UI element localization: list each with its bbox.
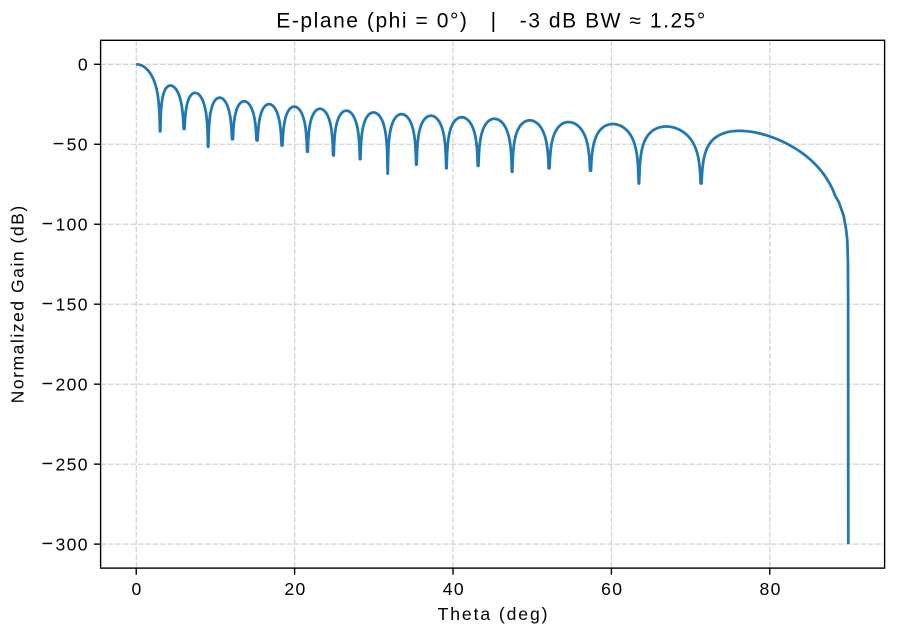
- svg-text:250: 250: [55, 454, 89, 474]
- svg-text:200: 200: [55, 374, 89, 394]
- svg-text:0: 0: [132, 579, 143, 599]
- svg-text:Theta (deg): Theta (deg): [438, 604, 550, 624]
- svg-text:150: 150: [55, 295, 89, 315]
- svg-text:40: 40: [443, 579, 465, 599]
- svg-text:Normalized Gain (dB): Normalized Gain (dB): [8, 204, 28, 403]
- svg-text:80: 80: [759, 579, 781, 599]
- svg-text:50: 50: [67, 135, 89, 155]
- svg-text:60: 60: [601, 579, 623, 599]
- svg-text:0: 0: [78, 55, 89, 75]
- svg-text:E-plane (phi = 0°) | -3 dB: E-plane (phi = 0°) | -3 dB BW ≈ 1.25°: [276, 10, 707, 33]
- svg-text:300: 300: [55, 534, 89, 554]
- svg-text:20: 20: [284, 579, 306, 599]
- svg-text:100: 100: [55, 215, 89, 235]
